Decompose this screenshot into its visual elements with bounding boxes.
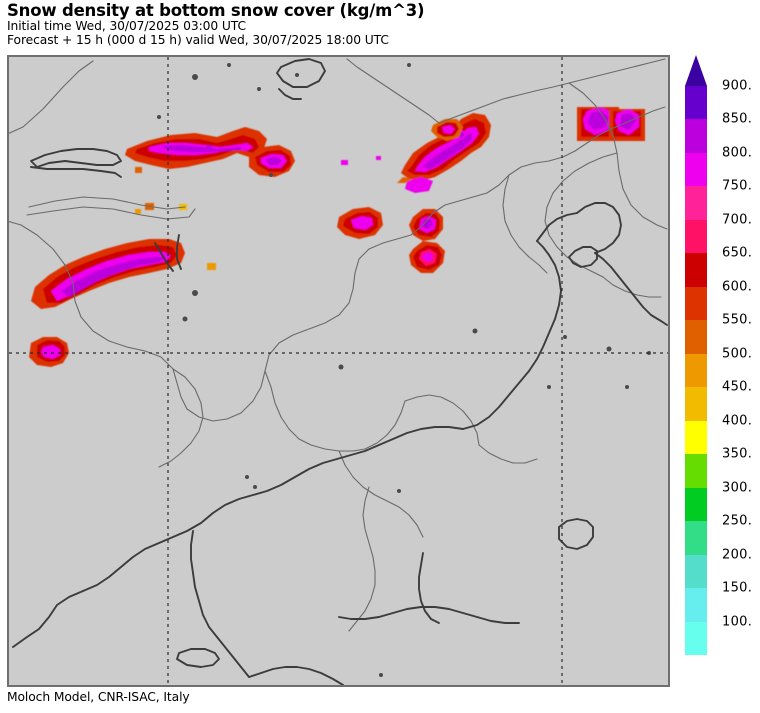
colorbar [683,55,709,655]
patch-ortler-cevedale [337,207,383,239]
administrative-borders [9,58,668,632]
page-title: Snow density at bottom snow cover (kg/m^… [7,1,425,20]
patch-stray-1 [376,156,381,160]
coastline [12,58,668,685]
geography-layer [9,58,668,685]
gridlines-layer [9,57,668,685]
patch-stray-6 [207,263,216,270]
colorbar-label-150: 150. [722,580,753,596]
colorbar-band-600 [685,286,707,321]
colorbar-arrow-icon [685,55,707,86]
colorbar-band-800 [685,152,707,187]
patch-valais-mont-blanc [31,239,185,309]
colorbar-label-350: 350. [722,446,753,462]
model-credit: Moloch Model, CNR-ISAC, Italy [7,690,190,704]
patch-adamello-presanella [409,209,443,241]
colorbar-band-400 [685,420,707,455]
colorbar-label-550: 550. [722,312,753,328]
colorbar-label-300: 300. [722,480,753,496]
colorbar-band-450 [685,387,707,421]
snow-density-field [29,107,645,367]
colorbar-band-250 [685,521,707,555]
patch-stray-7 [341,160,348,165]
colorbar-label-750: 750. [722,178,753,194]
initial-time-line: Initial time Wed, 30/07/2025 03:00 UTC [7,19,246,33]
colorbar-band-200 [685,554,707,589]
patch-engadin-bernina [249,145,295,177]
patch-oetztal-alps [397,113,491,193]
colorbar-band-300 [685,487,707,522]
colorbar-label-200: 200. [722,547,753,563]
colorbar-label-100: 100. [722,614,753,630]
colorbar-band-500 [685,353,707,388]
colorbar-label-700: 700. [722,212,753,228]
patch-hohe-tauern-east [609,109,645,141]
colorbar-band-750 [685,186,707,220]
map-panel[interactable] [7,55,670,687]
colorbar-label-250: 250. [722,513,753,529]
colorbar-label-850: 850. [722,111,753,127]
patch-maritime-alps [29,337,69,367]
small-features [157,63,651,677]
patch-stray-5 [135,209,141,214]
patch-bernese-alps [125,127,267,169]
patch-brenta-dolomites [409,241,445,273]
colorbar-bands [685,86,707,655]
header-block: Snow density at bottom snow cover (kg/m^… [7,2,647,47]
colorbar-label-900: 900. [722,78,753,94]
colorbar-band-900 [685,86,707,120]
colorbar-band-850 [685,119,707,153]
colorbar-label-450: 450. [722,379,753,395]
colorbar-band-150 [685,588,707,622]
colorbar-band-550 [685,320,707,354]
colorbar-label-400: 400. [722,413,753,429]
patch-stray-2 [135,167,142,173]
patch-zillertal [431,119,463,141]
colorbar-label-600: 600. [722,279,753,295]
colorbar-label-500: 500. [722,346,753,362]
forecast-valid-line: Forecast + 15 h (000 d 15 h) valid Wed, … [7,32,389,47]
map-canvas[interactable] [9,57,668,685]
colorbar-band-700 [685,219,707,254]
colorbar-band-650 [685,253,707,287]
colorbar-label-650: 650. [722,245,753,261]
colorbar-band-100 [685,621,707,655]
colorbar-tick-labels: 900. 850. 800. 750. 700. 650. 600. 550. 500. 450.… [722,55,760,675]
colorbar-band-350 [685,454,707,488]
colorbar-label-800: 800. [722,145,753,161]
